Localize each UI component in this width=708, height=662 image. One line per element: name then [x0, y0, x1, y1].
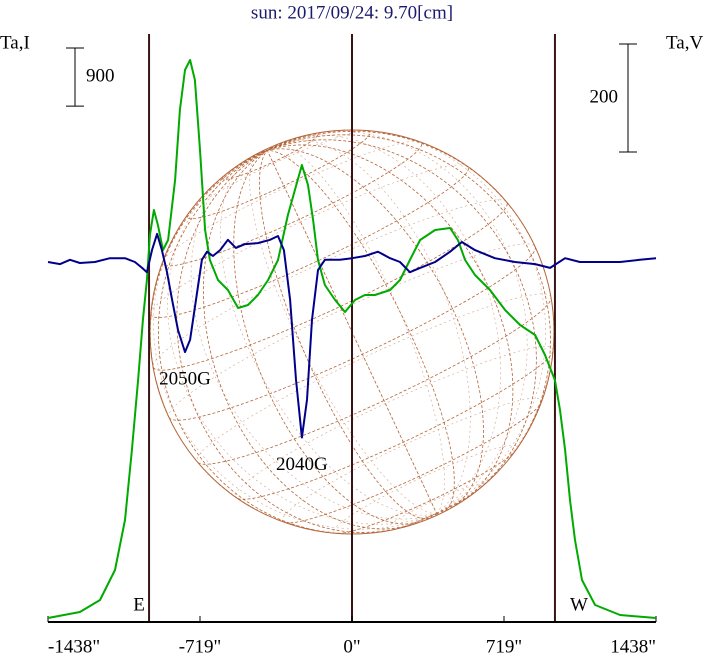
annotation: 2040G	[276, 454, 328, 475]
grid-front	[266, 150, 438, 516]
grid-back	[227, 134, 310, 173]
grid-back	[427, 513, 437, 520]
grid-front	[150, 166, 469, 319]
grid-front	[158, 149, 349, 535]
grid-back	[150, 164, 467, 313]
grid-front	[168, 246, 536, 421]
grid-front	[338, 450, 516, 534]
grid-back	[168, 243, 535, 417]
grid-back	[235, 346, 554, 498]
grid-front	[186, 130, 371, 220]
grid-back	[386, 484, 482, 531]
grid-back	[294, 134, 501, 514]
grid-front	[267, 140, 288, 151]
series-line	[47, 232, 657, 439]
grid-front	[258, 150, 430, 520]
grid-back	[309, 131, 528, 514]
grid-front	[267, 144, 514, 501]
grid-back	[188, 130, 366, 214]
limb-label: E	[133, 594, 145, 615]
grid-front	[237, 351, 554, 500]
solar-disk	[149, 129, 555, 535]
scale-bar-label: 200	[590, 86, 619, 107]
grid-front	[285, 403, 542, 524]
annotation: 2050G	[159, 369, 211, 390]
grid-front	[267, 148, 484, 509]
grid-front	[152, 202, 508, 371]
limb-label: W	[570, 594, 588, 615]
grid-front	[222, 133, 318, 180]
grid-back	[436, 504, 458, 514]
grid-back	[432, 513, 437, 518]
x-tick-label: -719"	[179, 636, 222, 657]
grid-back	[281, 397, 542, 523]
grid-front	[161, 141, 423, 267]
grid-back	[153, 204, 437, 530]
x-tick-label: -1438"	[48, 636, 100, 657]
x-tick-label: 1438"	[610, 636, 656, 657]
grid-back	[190, 163, 437, 520]
grid-back	[436, 256, 555, 514]
grid-front	[233, 149, 423, 525]
x-tick-label: 0"	[343, 636, 360, 657]
grid-front	[197, 297, 552, 465]
scale-bar-label: 900	[86, 65, 115, 86]
grid-back	[436, 513, 438, 516]
grid-back	[152, 199, 507, 367]
grid-back	[220, 155, 437, 516]
grid-front	[267, 146, 272, 151]
grid-back	[173, 426, 437, 533]
grid-front	[267, 134, 551, 460]
x-tick-label: 719"	[486, 636, 522, 657]
grid-back	[355, 129, 546, 514]
grid-front	[261, 149, 268, 152]
grid-back	[274, 144, 445, 514]
grid-front	[202, 149, 410, 530]
y2-axis-label: Ta,V	[666, 32, 703, 53]
grid-back	[281, 139, 471, 514]
grid-back	[196, 293, 552, 462]
grid-back	[249, 152, 437, 514]
y-axis-label: Ta,I	[0, 32, 30, 53]
series-line	[47, 59, 657, 619]
chart-title: sun: 2017/09/24: 9.70[cm]	[251, 2, 453, 23]
grid-front	[267, 130, 536, 247]
grid-front	[394, 490, 477, 530]
